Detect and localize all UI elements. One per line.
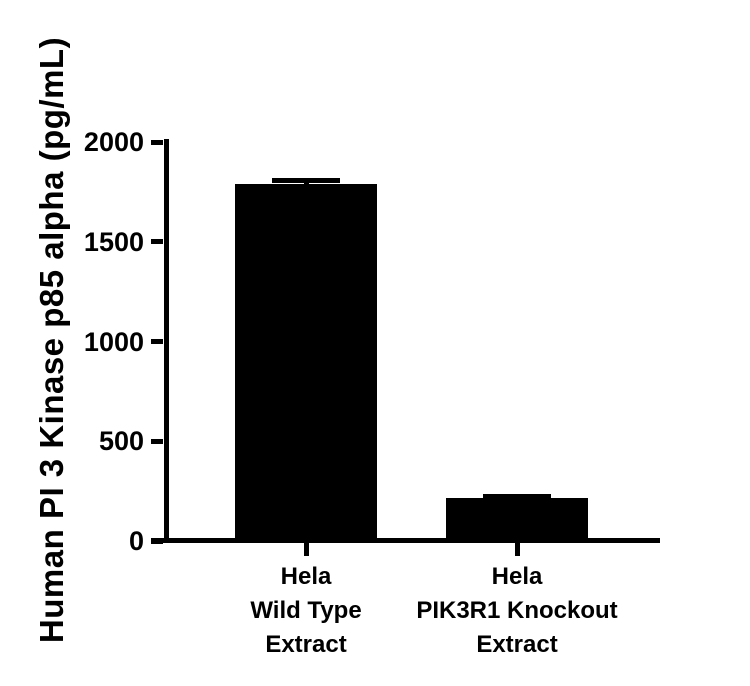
category-label-line: Hela — [280, 563, 332, 590]
y-tick-label: 500 — [98, 426, 144, 457]
category-label-line: Extract — [265, 631, 347, 658]
error-bar-cap — [483, 494, 551, 500]
error-bar-cap — [272, 177, 340, 183]
y-tick-label: 2000 — [83, 127, 144, 157]
y-tick-label: 1000 — [83, 326, 144, 357]
y-tick-mark — [151, 239, 163, 245]
x-tick-mark — [514, 543, 520, 556]
y-tick-label: 1500 — [83, 226, 144, 257]
category-label-line: Wild Type — [250, 597, 362, 624]
y-tick-mark — [151, 339, 163, 344]
category-label-line: PIK3R1 Knockout — [416, 597, 618, 624]
category-label-line: Extract — [476, 631, 558, 658]
y-tick-label: 0 — [128, 526, 144, 556]
y-tick-mark — [151, 538, 163, 544]
x-axis-line — [151, 538, 660, 543]
bar — [446, 498, 588, 543]
y-tick-mark — [151, 438, 163, 444]
y-axis-line — [164, 139, 169, 543]
category-label: Hela PIK3R1 Knockout Extract — [357, 560, 677, 662]
bar — [235, 183, 377, 543]
category-label: Hela Wild Type Extract — [146, 560, 466, 662]
y-tick-mark — [151, 139, 163, 145]
category-label-line: Hela — [491, 563, 543, 590]
x-tick-mark — [303, 543, 309, 556]
